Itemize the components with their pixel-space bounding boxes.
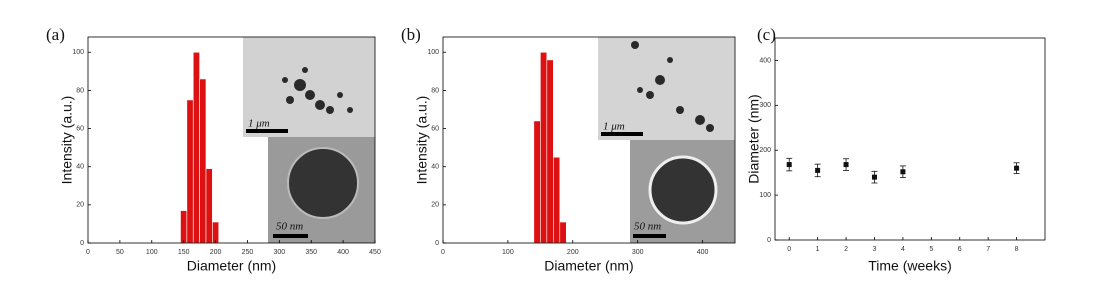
bar (546, 59, 554, 244)
scale-label: 50 nm (276, 221, 303, 233)
plot-frame (442, 36, 736, 244)
y-tick-label: 0 (80, 240, 84, 247)
x-tick-label: 300 (273, 249, 285, 256)
x-tick-label: 2 (844, 246, 848, 253)
bar (212, 221, 220, 244)
particles (282, 67, 353, 114)
x-tick-label: 0 (441, 249, 445, 256)
y-tick-label: 40 (431, 164, 439, 171)
bar (192, 51, 200, 244)
tem-image (243, 37, 375, 137)
particle (287, 147, 359, 219)
point (1014, 165, 1020, 171)
point (815, 167, 821, 173)
plot-frame (774, 37, 1046, 241)
bar (180, 210, 188, 244)
point (786, 162, 792, 168)
x-tick-label: 50 (116, 249, 124, 256)
bar (199, 78, 207, 244)
x-tick-label: 3 (873, 246, 877, 253)
x-tick-label: 0 (86, 249, 90, 256)
x-tick-label: 1 (816, 246, 820, 253)
x-tick-label: 250 (242, 249, 254, 256)
bar (540, 51, 548, 244)
y-tick-label: 0 (435, 240, 439, 247)
y-axis-label: Intensity (a.u.) (414, 96, 430, 185)
tem-image (598, 37, 735, 140)
point (900, 169, 906, 175)
y-axis-label: Diameter (nm) (746, 94, 762, 183)
y-tick-label: 80 (76, 87, 84, 94)
bar (186, 99, 194, 244)
y-tick-label: 40 (76, 164, 84, 171)
scale-label: 50 nm (634, 221, 661, 233)
y-tick-label: 100 (759, 192, 771, 199)
y-tick-label: 0 (767, 237, 771, 244)
panel-label: (a) (46, 25, 65, 44)
y-tick-label: 400 (759, 57, 771, 64)
point (871, 174, 877, 180)
y-axis-label: Intensity (a.u.) (59, 96, 75, 185)
y-tick-label: 100 (72, 49, 84, 56)
x-tick-label: 100 (502, 249, 514, 256)
x-tick-label: 0 (787, 246, 791, 253)
x-tick-label: 5 (929, 246, 933, 253)
point (843, 162, 849, 168)
x-tick-label: 100 (146, 249, 158, 256)
insets: 1 μm 50 nm 1 μm 50 nm (243, 37, 735, 243)
x-tick-label: 6 (958, 246, 962, 253)
plot-frame (87, 36, 376, 244)
x-tick-label: 400 (337, 249, 349, 256)
x-tick-label: 4 (901, 246, 905, 253)
scale-label: 1 μm (603, 121, 625, 133)
bar (553, 156, 561, 244)
x-tick-label: 8 (1015, 246, 1019, 253)
scale-label: 1 μm (248, 118, 270, 130)
y-tick-label: 300 (759, 102, 771, 109)
y-tick-label: 80 (431, 87, 439, 94)
bar (559, 221, 567, 244)
x-tick-label: 300 (632, 249, 644, 256)
y-tick-label: 100 (427, 49, 439, 56)
bar (533, 120, 541, 244)
x-axis-label: Time (weeks) (868, 258, 952, 274)
particle (648, 155, 718, 225)
x-tick-label: 200 (567, 249, 579, 256)
x-tick-label: 150 (178, 249, 190, 256)
x-tick-label: 450 (369, 249, 381, 256)
y-tick-label: 20 (431, 202, 439, 209)
panel-label: (c) (757, 25, 776, 44)
x-tick-label: 200 (210, 249, 222, 256)
x-tick-label: 400 (697, 249, 709, 256)
x-tick-label: 350 (305, 249, 317, 256)
y-tick-label: 200 (759, 147, 771, 154)
x-tick-label: 7 (986, 246, 990, 253)
particles (631, 41, 714, 132)
y-tick-label: 20 (76, 202, 84, 209)
bar (205, 168, 213, 244)
x-axis-label: Diameter (nm) (544, 258, 633, 274)
y-tick-label: 60 (431, 125, 439, 132)
panel-label: (b) (401, 25, 421, 44)
y-tick-label: 60 (76, 125, 84, 132)
x-axis-label: Diameter (nm) (187, 258, 276, 274)
